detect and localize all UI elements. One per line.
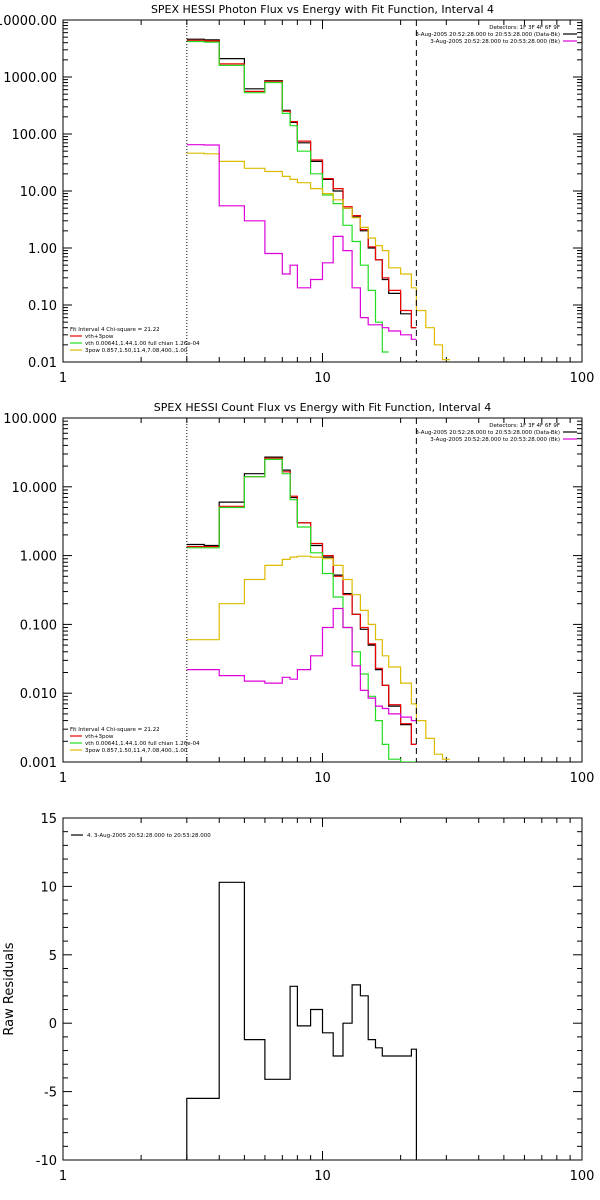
series-line-0: [186, 38, 417, 329]
series-line-0: [186, 881, 417, 1160]
x-tick-label: 10: [314, 1169, 331, 1184]
legend-right-text: 3-Aug-2005 20:52:28.000 to 20:53:28.000 …: [430, 437, 560, 443]
count-flux-chart: SPEX HESSI Count Flux vs Energy with Fit…: [3, 401, 594, 786]
y-tick-label: 1.00: [28, 242, 57, 257]
y-tick-label: 5: [49, 949, 57, 964]
legend-left-text: 4. 3-Aug-2005 20:52:28.000 to 20:53:28.0…: [87, 833, 211, 839]
x-tick-label: 10: [314, 771, 331, 786]
x-tick-label: 100: [570, 371, 595, 386]
legend-left-text: vth 0.00641,1.44,1.00 full chian 1.26e-0…: [85, 741, 200, 747]
y-tick-label: 1.000: [20, 550, 57, 565]
legend-left-text: vth+3pow: [85, 334, 114, 340]
y-tick-label: -10: [36, 1154, 57, 1169]
legend-left-text: 3pow 0.857,1.50,11.4,7.08,400.,1.00: [85, 348, 188, 354]
series-line-0: [186, 456, 417, 745]
legend-right-text: 3-Aug-2005 20:52:28.000 to 20:53:28.000 …: [430, 39, 560, 45]
y-tick-label: 0.01: [28, 356, 57, 371]
y-tick-label: 10: [40, 880, 57, 895]
series-line-2: [186, 458, 417, 762]
legend-left-text: Fit Interval 4 Chi-square = 21.22: [70, 727, 160, 733]
plot-area: [186, 456, 450, 762]
legend-right-text: Detectors: 1F 3F 4F 6F 9F: [489, 25, 560, 31]
y-tick-label: 0.100: [20, 618, 57, 633]
x-tick-label: 100: [570, 1169, 595, 1184]
y-tick-label: 15: [40, 812, 57, 827]
y-tick-label: 10.00: [20, 185, 57, 200]
legend-left-text: vth 0.00641,1.44,1.00 full chian 1.26e-0…: [85, 341, 200, 347]
y-tick-label: 100.00: [12, 128, 58, 143]
y-tick-label: 1000.00: [3, 71, 57, 86]
x-tick-label: 1: [59, 771, 67, 786]
residuals-chart: 1 10 100 -10 -5 0 5 10 15 Raw Residuals 4. 3-Aug-2…: [2, 812, 594, 1184]
photon-flux-chart: SPEX HESSI Photon Flux vs Energy with Fi…: [0, 3, 594, 386]
legend-left-text: vth+3pow: [85, 734, 114, 740]
x-tick-label: 1: [59, 371, 67, 386]
series-line-1: [186, 457, 417, 745]
series-line-1: [186, 39, 417, 329]
series-line-4: [186, 607, 417, 722]
legend-right-text: 3-Aug-2005 20:52:28.000 to 20:53:28.000 …: [415, 430, 560, 436]
y-tick-label: 0.001: [20, 756, 57, 771]
plot-frame: [62, 417, 583, 763]
legend-right-text: Detectors: 1F 3F 4F 6F 9F: [489, 423, 560, 429]
plot-frame: [62, 817, 583, 1161]
series-line-3: [186, 555, 450, 760]
legend-right-text: 3-Aug-2005 20:52:28.000 to 20:53:28.000 …: [415, 32, 560, 38]
series-line-4: [186, 144, 417, 340]
legend-left-text: Fit Interval 4 Chi-square = 21.22: [70, 327, 160, 333]
y-tick-label: -5: [44, 1086, 57, 1101]
y-tick-label: 0.010: [20, 687, 57, 702]
y-tick-label: 0.10: [28, 299, 57, 314]
legend-left-text: 3pow 0.857,1.50,11.4,7.08,400.,1.00: [85, 748, 188, 754]
x-tick-label: 10: [314, 371, 331, 386]
series-line-3: [186, 152, 450, 361]
plot-area: [186, 38, 450, 361]
plot-area: [186, 881, 417, 1160]
y-tick-label: 0: [49, 1017, 57, 1032]
chart-title: SPEX HESSI Photon Flux vs Energy with Fi…: [151, 3, 494, 16]
y-tick-label: 10.000: [12, 481, 58, 496]
y-axis-label: Raw Residuals: [2, 942, 17, 1035]
chart-title: SPEX HESSI Count Flux vs Energy with Fit…: [154, 401, 491, 414]
y-tick-label: 100.000: [3, 412, 57, 427]
series-line-2: [186, 40, 389, 353]
x-tick-label: 100: [570, 771, 595, 786]
x-tick-label: 1: [59, 1169, 67, 1184]
y-tick-label: 10000.00: [0, 14, 57, 29]
